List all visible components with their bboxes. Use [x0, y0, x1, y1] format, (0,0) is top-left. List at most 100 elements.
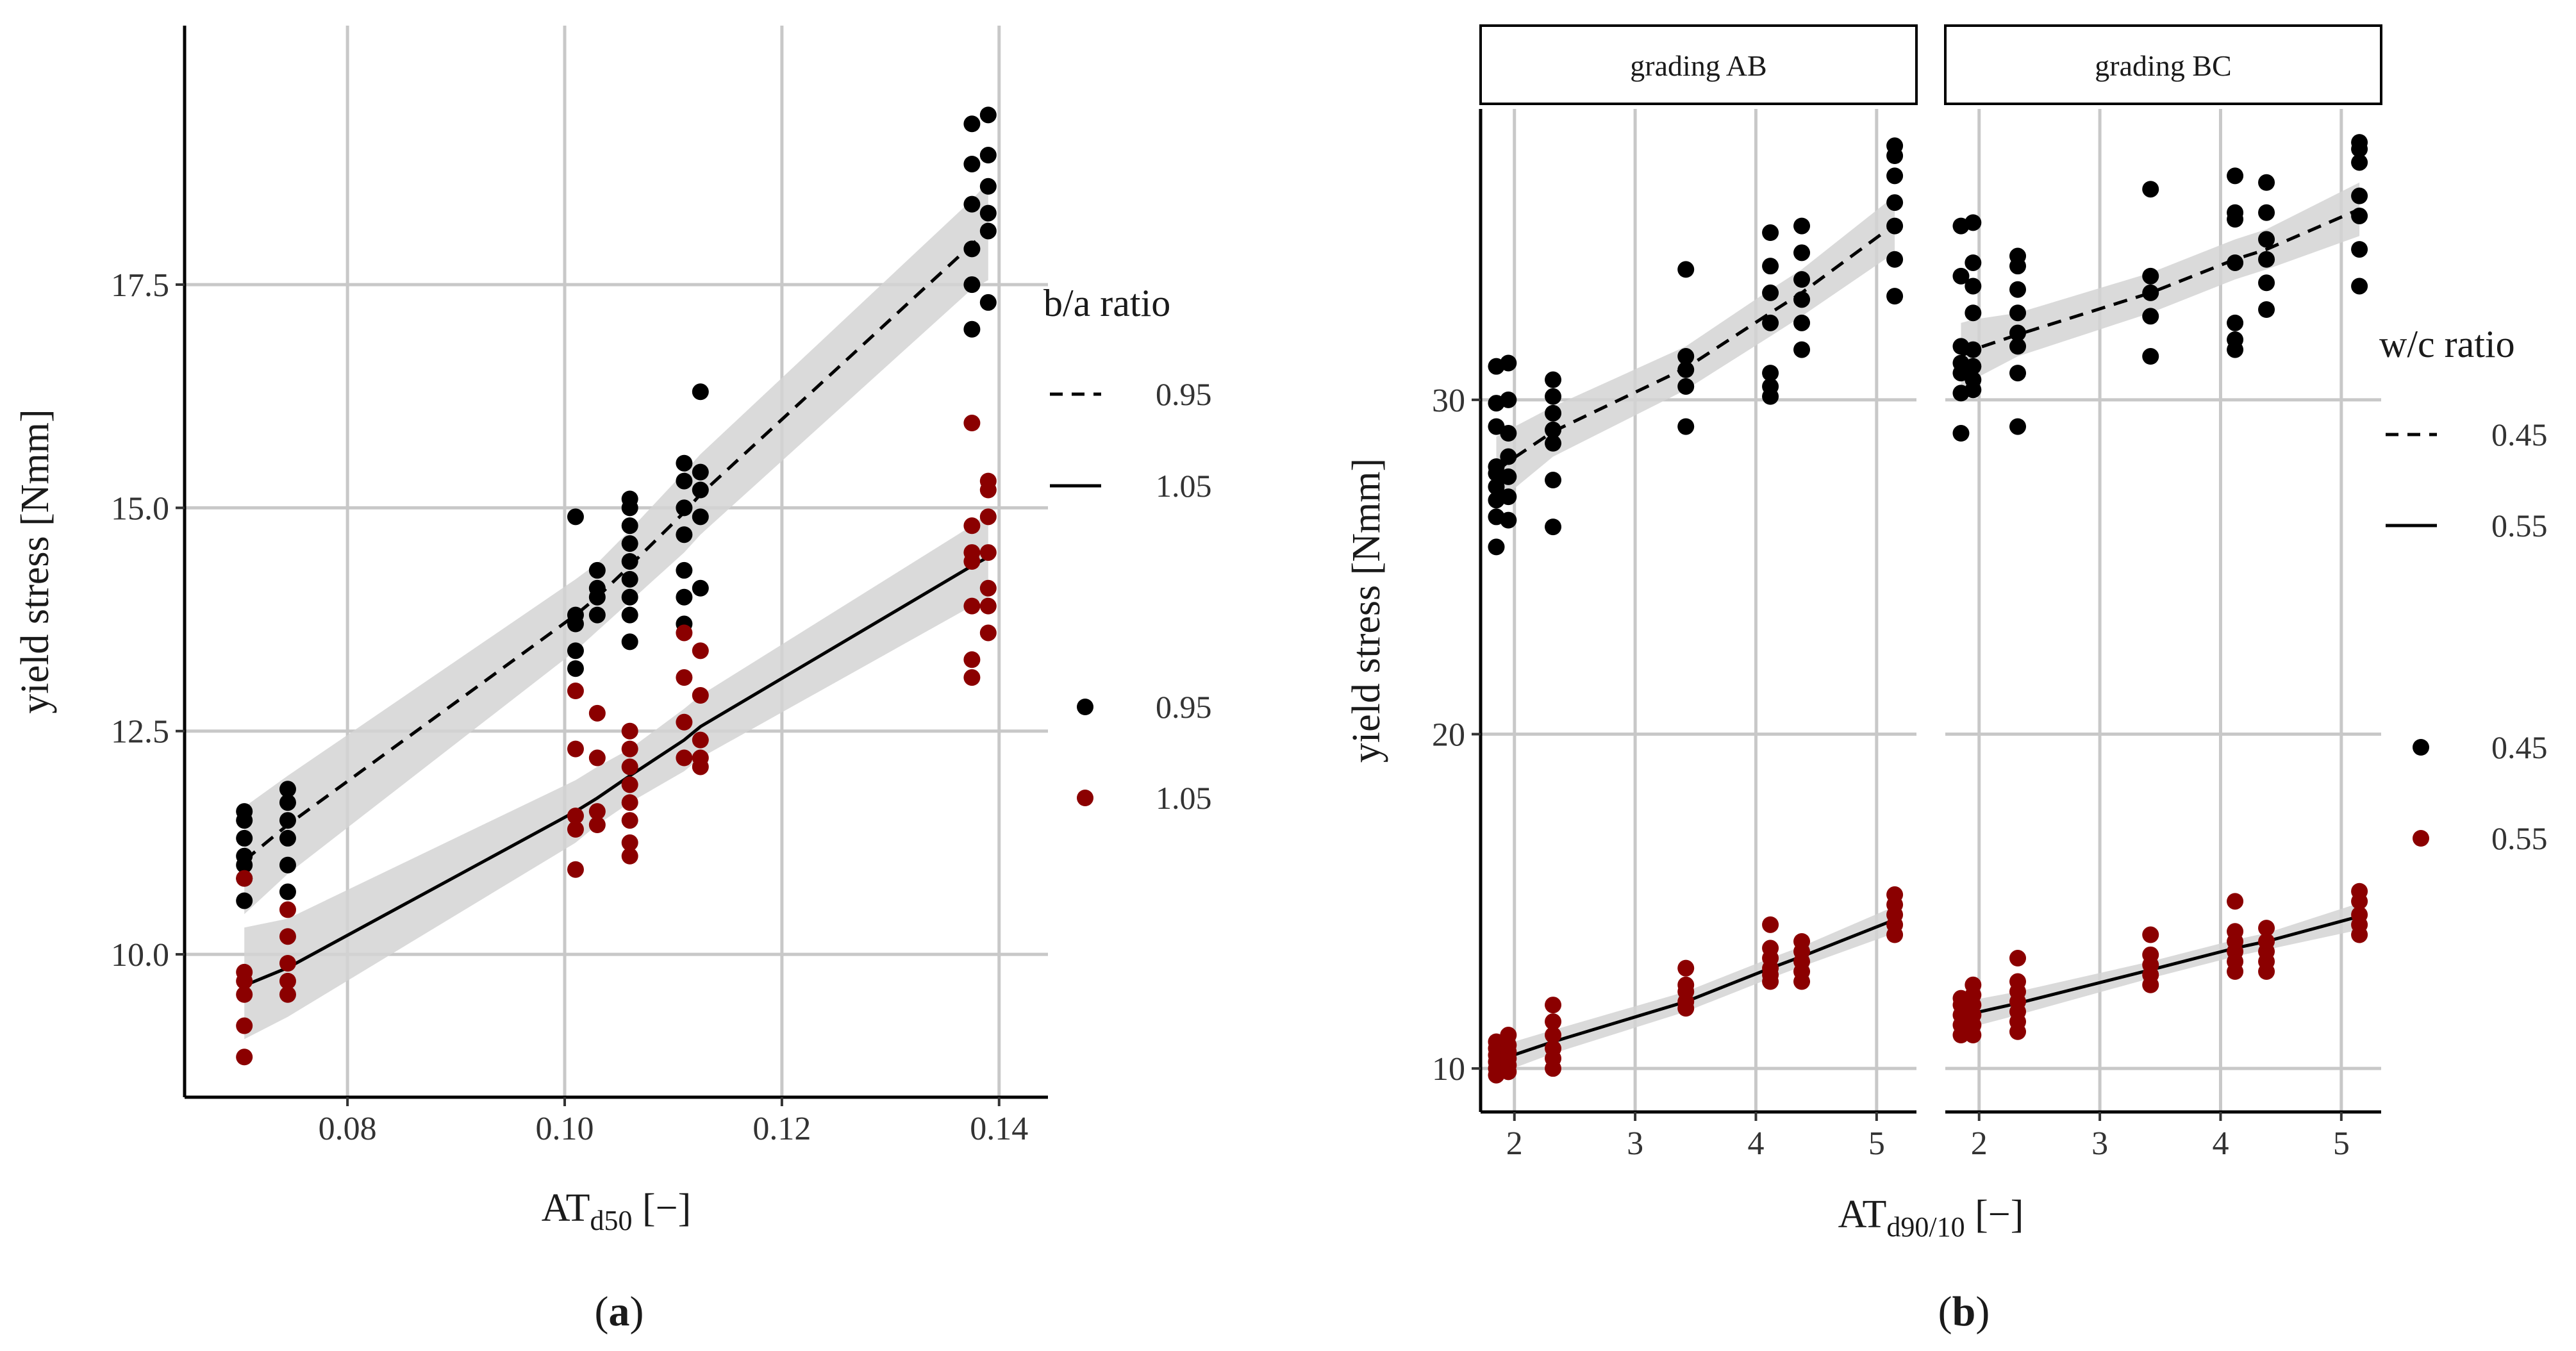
data-point [1965, 278, 1982, 295]
data-point [963, 155, 981, 172]
data-point [279, 883, 296, 900]
legend-line-label: 0.55 [2491, 508, 2548, 543]
data-point [979, 178, 997, 195]
data-point [2009, 950, 2027, 967]
data-point [2142, 926, 2159, 943]
data-point [676, 499, 693, 517]
legend-title: w/c ratio [2379, 323, 2515, 365]
data-point [692, 749, 709, 767]
data-point [1677, 976, 1695, 993]
data-point [1952, 425, 1970, 442]
data-point [279, 781, 296, 798]
legend-title: b/a ratio [1043, 282, 1170, 324]
data-point [567, 642, 584, 659]
y-axis-label: yield stress [Nmm] [13, 409, 57, 713]
data-point [2009, 973, 2027, 990]
data-point [2351, 278, 2368, 295]
legend-point-label: 0.95 [1156, 689, 1212, 725]
data-point [1793, 314, 1811, 331]
legend-point-key [1077, 699, 1093, 715]
data-point [2227, 314, 2244, 331]
data-point [1500, 468, 1517, 485]
legend-point-label: 0.55 [2491, 820, 2548, 856]
data-point [279, 856, 296, 874]
data-point [1762, 377, 1779, 395]
data-point [567, 660, 584, 677]
data-point [692, 481, 709, 499]
data-point [2227, 254, 2244, 271]
x-axis-label: ATd50 [−] [542, 1186, 692, 1236]
data-point [963, 544, 981, 561]
data-point [2227, 331, 2244, 348]
data-point [1965, 371, 1982, 388]
data-point [279, 829, 296, 847]
data-point [979, 579, 997, 597]
data-point [1762, 916, 1779, 933]
data-point [1762, 314, 1779, 331]
data-point [279, 972, 296, 990]
fit-line [244, 555, 990, 988]
x-tick-label: 2 [1971, 1125, 1988, 1162]
data-point [588, 606, 606, 624]
data-point [979, 204, 997, 222]
data-point [1886, 886, 1904, 903]
panel-caption: (b) [1938, 1288, 1990, 1335]
data-point [676, 713, 693, 731]
data-point [676, 454, 693, 472]
x-tick-label: 0.08 [319, 1111, 377, 1147]
panel-b-facet-bc: 2 3 4 5 grading BC [1944, 24, 2382, 1162]
data-point [621, 740, 638, 758]
legend-point-label: 1.05 [1156, 780, 1212, 816]
legend: w/c ratio 0.45 0.55 0.45 0.55 [2379, 323, 2548, 856]
data-point [1952, 267, 1970, 285]
data-point [676, 669, 693, 686]
data-point [2227, 167, 2244, 185]
data-point [1886, 251, 1904, 268]
panel-b-facet-ab: 10 20 30 2 3 4 5 grading AB [1432, 24, 1918, 1162]
data-point [1793, 217, 1811, 235]
data-point [1793, 291, 1811, 308]
data-point [1545, 435, 1562, 452]
data-point [2009, 281, 2027, 298]
x-tick-label: 3 [1627, 1125, 1643, 1162]
y-tick-label: 10.0 [111, 937, 169, 974]
data-point [567, 508, 584, 526]
data-point [2351, 906, 2368, 924]
data-point [676, 526, 693, 543]
data-point [1762, 224, 1779, 242]
data-point [2351, 134, 2368, 151]
data-point [621, 776, 638, 793]
data-point [1488, 538, 1505, 556]
data-point [1965, 358, 1982, 375]
y-tick-label: 30 [1432, 383, 1465, 419]
data-point [2009, 418, 2027, 435]
y-tick-label: 15.0 [111, 490, 169, 527]
data-point [1762, 258, 1779, 275]
data-point [979, 222, 997, 240]
data-point [963, 115, 981, 133]
data-point [2351, 187, 2368, 204]
data-point [2227, 923, 2244, 940]
data-point [1965, 214, 1982, 231]
data-point [621, 847, 638, 865]
facet-strip-label: grading BC [2095, 49, 2231, 82]
data-point [1545, 518, 1562, 536]
data-point [2142, 946, 2159, 963]
facet-strip [1479, 24, 1918, 105]
data-point [1545, 472, 1562, 489]
data-point [692, 731, 709, 749]
data-point [963, 415, 981, 432]
data-point [1677, 959, 1695, 977]
data-point [1545, 388, 1562, 405]
data-point [1965, 341, 1982, 358]
data-point [2258, 204, 2275, 221]
x-tick-label: 0.14 [970, 1111, 1028, 1147]
data-point [588, 749, 606, 767]
confidence-band [244, 181, 988, 915]
data-point [979, 147, 997, 164]
data-point [621, 633, 638, 651]
data-point [621, 606, 638, 624]
data-point [279, 812, 296, 829]
data-point [279, 955, 296, 972]
data-point [2258, 920, 2275, 937]
